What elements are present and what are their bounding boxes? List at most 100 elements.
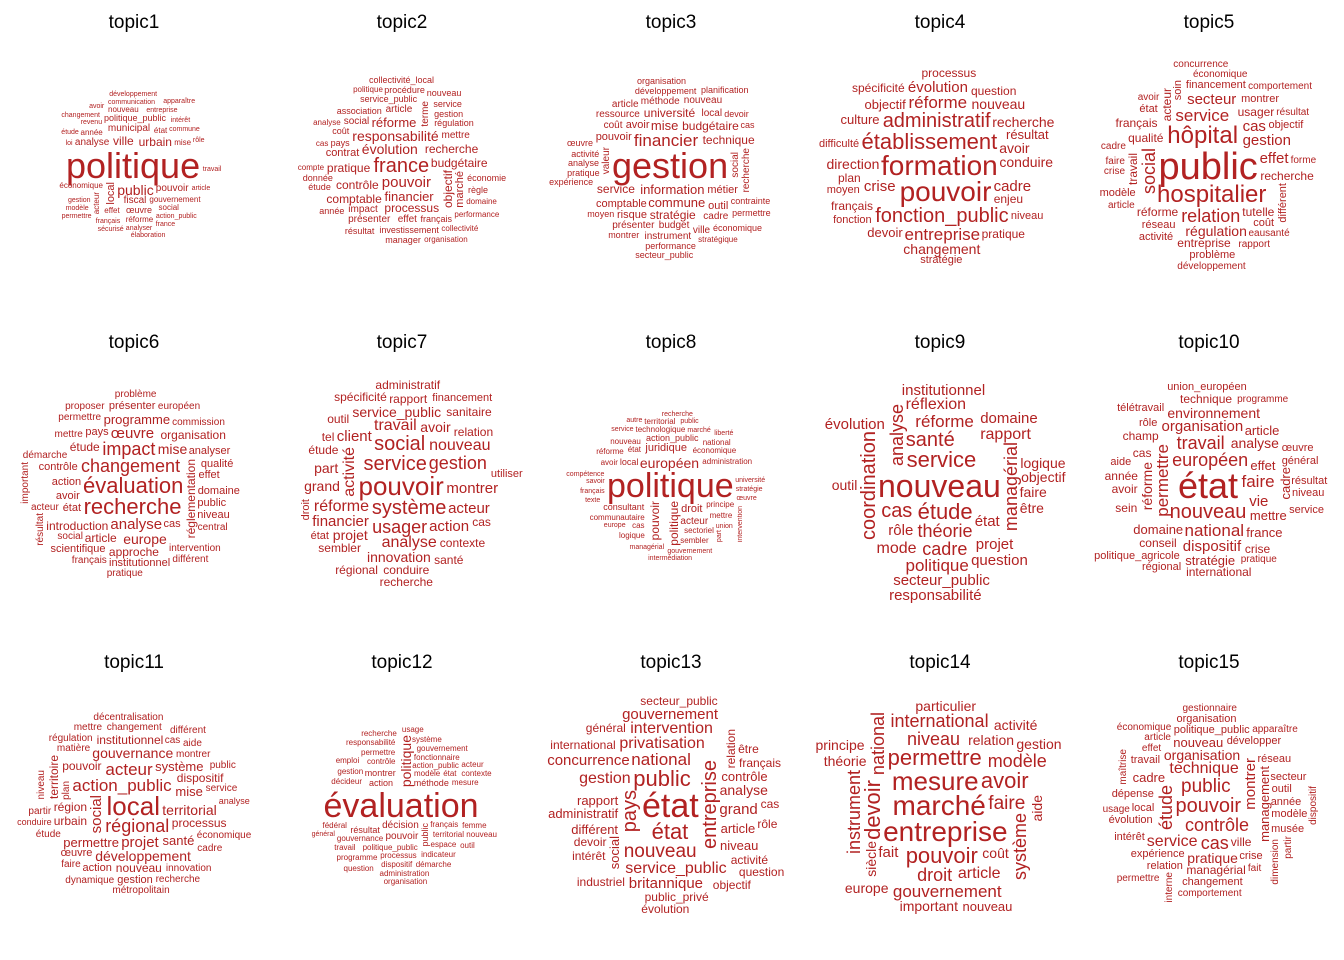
word: contrôle	[1185, 814, 1250, 835]
word: gestion	[1242, 132, 1291, 150]
word: sécurisé	[97, 226, 124, 234]
word: cadre	[1277, 467, 1293, 500]
word: développement	[1177, 260, 1246, 272]
word: management	[1257, 765, 1272, 842]
word: commune	[169, 125, 200, 133]
wordcloud-area: local régional action_public acteur projet so…	[0, 640, 268, 960]
word: système	[155, 758, 204, 774]
word: usager	[372, 516, 428, 537]
word: important	[899, 898, 958, 915]
word: concurrence	[1173, 58, 1229, 70]
word: recherche	[361, 728, 397, 738]
word: montrer	[608, 230, 640, 241]
word: nouveau	[115, 861, 162, 876]
word: recherche	[379, 574, 433, 589]
word: état	[1139, 102, 1158, 115]
word: loi	[65, 140, 73, 148]
wordcloud-area: formation pouvoir établissement administrat…	[806, 0, 1074, 320]
word: développer	[1226, 734, 1282, 747]
word: cas	[315, 138, 329, 148]
word: apparaître	[1252, 723, 1298, 735]
word: permettre	[1152, 443, 1172, 517]
word: évolution	[361, 141, 418, 158]
word: liberté	[714, 429, 734, 437]
panel-title: topic12	[371, 652, 433, 673]
wordcloud-area: politique public ville urbain local municipal…	[0, 0, 268, 320]
word: social	[729, 151, 741, 178]
word: usage	[1102, 804, 1130, 816]
wordcloud-panel-4: formation pouvoir établissement administrat…	[806, 0, 1074, 320]
word: résultat	[1291, 475, 1328, 488]
word: gouvernement	[622, 705, 718, 723]
word: recherche	[155, 873, 201, 885]
panel-title: topic7	[376, 332, 428, 353]
wordcloud-panel-15: pouvoir public contrôle cas étude technique se…	[1075, 640, 1343, 960]
word: décideur	[331, 777, 362, 787]
word: environnement	[1167, 404, 1261, 421]
word: enjeu	[993, 192, 1024, 207]
word: travail	[374, 417, 417, 435]
word: service	[611, 426, 634, 434]
word: nouveau	[429, 436, 491, 454]
word: collectivité_local	[369, 75, 435, 86]
word: comptable	[326, 191, 382, 206]
word: nouveau	[1173, 734, 1224, 750]
word: processus	[380, 851, 417, 861]
word: gestion	[337, 766, 364, 776]
word: budgétaire	[682, 118, 739, 133]
word: réforme	[371, 115, 417, 131]
word: objectif	[864, 96, 906, 112]
word: avoir	[1137, 92, 1160, 104]
word: intérêt	[1114, 830, 1145, 843]
word: système	[412, 734, 442, 744]
word: impact	[348, 203, 378, 215]
word: plan	[838, 171, 861, 185]
word: action_public	[72, 775, 172, 795]
word: mesure	[891, 765, 979, 796]
word: mettre	[1249, 508, 1287, 524]
word: fonctionnaire	[413, 752, 460, 762]
word: secteur_public	[893, 572, 990, 590]
word: pouvoir	[155, 182, 189, 194]
word: établissement	[861, 128, 998, 154]
word: devoir	[573, 835, 607, 850]
word: activité	[1138, 230, 1174, 243]
word: changement	[903, 240, 981, 257]
word: permettre	[63, 834, 119, 850]
word: état	[153, 126, 168, 135]
word: scientifique	[50, 543, 106, 556]
word: avoir	[1111, 481, 1138, 496]
word: territorial	[644, 416, 676, 426]
word: objectif	[1021, 469, 1066, 486]
word: nouveau	[610, 436, 641, 446]
word: social	[57, 531, 83, 542]
word: pouvoir	[905, 842, 978, 868]
word: hospitalier	[1157, 180, 1267, 208]
word: action_public	[412, 761, 459, 771]
word: international	[890, 711, 989, 732]
word: organisation	[637, 76, 687, 87]
word: cas	[1200, 832, 1229, 853]
word: relation	[453, 424, 494, 439]
word: modèle	[987, 750, 1047, 771]
word: modèle	[65, 204, 89, 212]
word: service	[906, 447, 977, 472]
word: texte	[585, 497, 601, 505]
word: coordination	[857, 431, 880, 541]
word: état	[443, 769, 457, 779]
word: principe	[706, 500, 735, 510]
word: évolution	[907, 78, 968, 96]
word: économique	[196, 830, 252, 842]
word: pratique	[106, 568, 143, 580]
word: régional	[105, 816, 170, 837]
word: international	[550, 737, 616, 752]
word: rôle	[192, 136, 205, 144]
panel-title: topic15	[1178, 652, 1240, 673]
word: mise	[650, 118, 679, 134]
word: introduction	[46, 518, 109, 533]
word: pratique	[326, 160, 371, 175]
word: effet	[397, 214, 417, 225]
word: service	[1146, 832, 1198, 850]
word: modèle	[1271, 808, 1308, 821]
word: administratif	[548, 806, 619, 822]
